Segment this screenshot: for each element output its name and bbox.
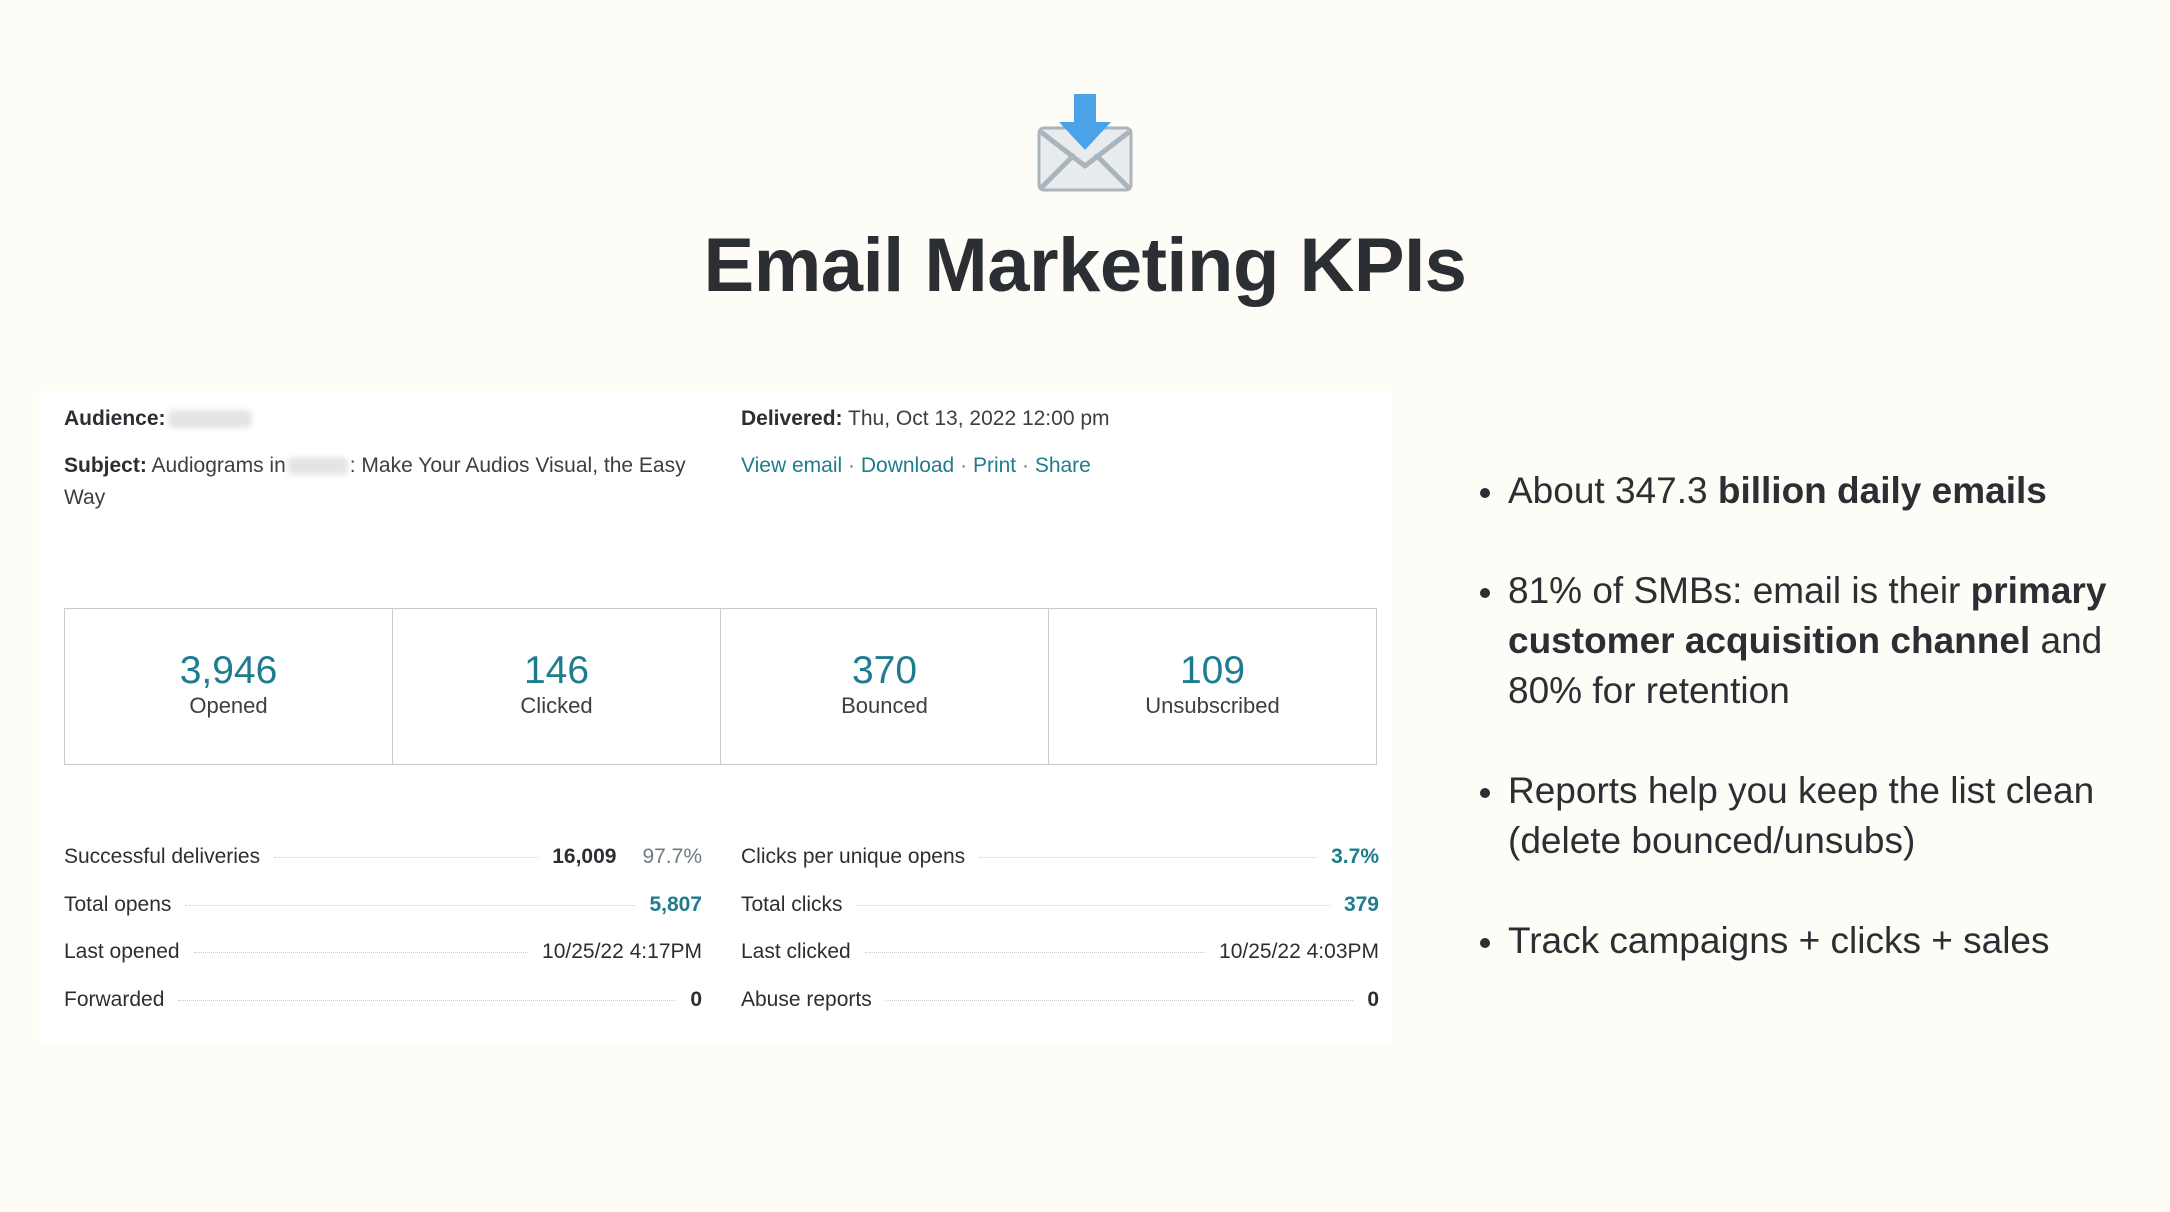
stat-value-link[interactable]: 5,807: [649, 892, 702, 916]
bullet-emphasis: billion daily emails: [1717, 470, 2047, 511]
subject-row: Subject: Audiograms in: Make Your Audios…: [64, 450, 704, 514]
dotted-leader: [274, 857, 539, 858]
kpi-value: 109: [1179, 649, 1246, 692]
kpi-value: 3,946: [179, 649, 278, 692]
print-link[interactable]: Print: [972, 454, 1017, 477]
dotted-leader: [193, 952, 529, 953]
kpi-value: 146: [523, 649, 590, 692]
stat-label: Total opens: [64, 892, 172, 916]
kpi-unsubscribed[interactable]: 109 Unsubscribed: [1049, 609, 1376, 764]
stat-label: Clicks per unique opens: [741, 845, 966, 868]
kpi-bullet-list: About 347.3 billion daily emails 81% of …: [1476, 466, 2136, 1016]
kpi-opened[interactable]: 3,946 Opened: [65, 609, 393, 764]
stat-row-last-clicked: Last clicked 10/25/22 4:03PM: [741, 940, 1379, 988]
dotted-leader: [178, 999, 677, 1001]
bullet-text: and 80% for retention: [1508, 620, 2103, 711]
link-separator: ·: [848, 454, 855, 477]
bullet-text: Reports help you keep the list clean (de…: [1508, 770, 2095, 861]
stat-label: Forwarded: [64, 987, 165, 1011]
stat-value: 0: [1367, 987, 1379, 1011]
link-separator: ·: [1021, 454, 1029, 477]
kpi-summary-box: 3,946 Opened 146 Clicked 370 Bounced 109…: [64, 608, 1377, 765]
report-links: View email · Download · Print · Share: [741, 450, 1091, 482]
kpi-label: Opened: [189, 693, 268, 718]
delivered-row: Delivered: Thu, Oct 13, 2022 12:00 pm: [741, 403, 1110, 435]
subject-text-end: : Make Your Audios Visual, the Easy Way: [64, 454, 686, 509]
stat-row-forwarded: Forwarded 0: [64, 988, 702, 1036]
stat-label: Last clicked: [741, 940, 851, 963]
bullet-emphasis: primary customer acquisition channel: [1508, 570, 2107, 661]
stat-label: Abuse reports: [741, 987, 872, 1011]
kpi-label: Bounced: [841, 693, 928, 718]
stat-percent: 97.7%: [642, 845, 702, 868]
stat-row-total-opens: Total opens 5,807: [64, 893, 702, 941]
dotted-leader: [856, 904, 1330, 906]
kpi-label: Unsubscribed: [1145, 693, 1280, 718]
bullet-item-reports: Reports help you keep the list clean (de…: [1476, 766, 2136, 866]
view-email-link[interactable]: View email: [741, 454, 843, 477]
kpi-clicked[interactable]: 146 Clicked: [393, 609, 721, 764]
delivered-label: Delivered:: [741, 407, 843, 430]
stat-row-total-clicks: Total clicks 379: [741, 893, 1379, 941]
kpi-value: 370: [851, 649, 918, 692]
stats-left-column: Successful deliveries 16,009 97.7% Total…: [64, 845, 702, 1035]
dotted-leader: [864, 952, 1206, 953]
blurred-audience-name: [167, 410, 252, 429]
stat-label: Successful deliveries: [64, 845, 261, 868]
stat-label: Last opened: [64, 940, 180, 963]
subject-label: Subject:: [64, 454, 147, 477]
share-link[interactable]: Share: [1034, 454, 1091, 477]
stat-row-successful-deliveries: Successful deliveries 16,009 97.7%: [64, 845, 702, 893]
dotted-leader: [979, 857, 1318, 858]
audience-row: Audience:: [64, 403, 254, 435]
blurred-subject-word: [287, 457, 348, 476]
stats-right-column: Clicks per unique opens 3.7% Total click…: [741, 845, 1379, 1035]
stat-value: 0: [690, 987, 702, 1011]
stat-label: Total clicks: [741, 892, 843, 916]
campaign-report-panel: Audience: Subject: Audiograms in: Make Y…: [39, 391, 1392, 1042]
kpi-label: Clicked: [520, 693, 593, 718]
stat-value: 10/25/22 4:03PM: [1219, 940, 1379, 963]
page-title: Email Marketing KPIs: [703, 223, 1467, 308]
bullet-text: Track campaigns + clicks + sales: [1508, 920, 2050, 961]
dotted-leader: [185, 904, 636, 906]
delivered-value: Thu, Oct 13, 2022 12:00 pm: [848, 407, 1110, 430]
bullet-item-smb-channel: 81% of SMBs: email is their primary cust…: [1476, 566, 2136, 716]
bullet-item-track-campaigns: Track campaigns + clicks + sales: [1476, 916, 2136, 966]
stat-row-clicks-per-unique-opens: Clicks per unique opens 3.7%: [741, 845, 1379, 893]
stat-value-link[interactable]: 379: [1343, 892, 1379, 916]
stat-value: 10/25/22 4:17PM: [542, 940, 702, 963]
link-separator: ·: [960, 454, 968, 477]
bullet-text: About 347.3: [1508, 470, 1718, 511]
audience-label: Audience:: [64, 407, 166, 430]
stat-row-last-opened: Last opened 10/25/22 4:17PM: [64, 940, 702, 988]
download-link[interactable]: Download: [860, 454, 955, 477]
stat-value: 16,009: [552, 845, 617, 868]
stat-value: 3.7%: [1331, 845, 1379, 868]
bullet-text: 81% of SMBs: email is their: [1508, 570, 1971, 611]
bullet-item-daily-emails: About 347.3 billion daily emails: [1476, 466, 2136, 516]
dotted-leader: [885, 999, 1354, 1001]
subject-text-start: Audiograms in: [151, 454, 286, 477]
envelope-with-arrow-icon: [1033, 92, 1137, 196]
stat-row-abuse-reports: Abuse reports 0: [741, 988, 1379, 1036]
kpi-bounced[interactable]: 370 Bounced: [721, 609, 1049, 764]
